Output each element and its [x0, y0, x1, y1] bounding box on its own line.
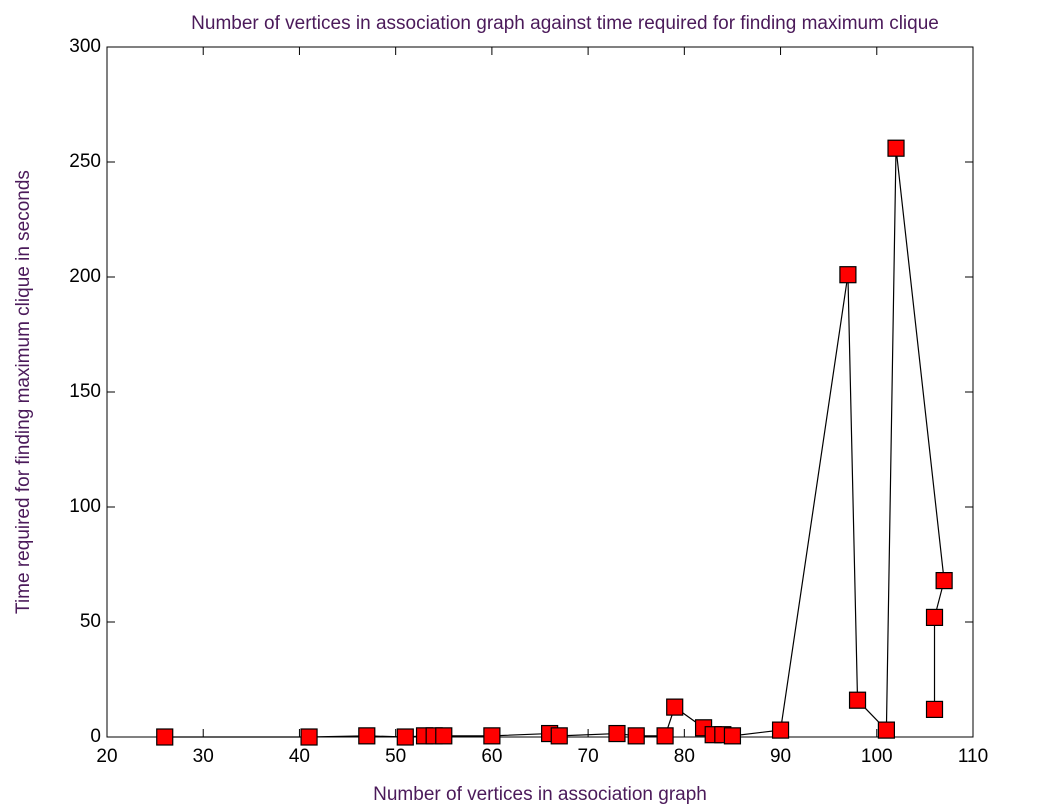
- x-tick-label: 40: [289, 746, 310, 767]
- marker: [877, 721, 896, 739]
- marker: [608, 724, 626, 743]
- y-tick-label: 100: [69, 496, 101, 517]
- x-tick-label: 90: [770, 746, 791, 767]
- marker: [483, 727, 501, 745]
- y-tick-label: 150: [69, 381, 101, 402]
- marker: [887, 139, 905, 157]
- marker: [550, 727, 568, 745]
- x-tick-label: 80: [674, 746, 695, 767]
- marker: [848, 691, 867, 709]
- marker: [396, 728, 414, 746]
- marker: [925, 700, 944, 719]
- y-tick-label: 250: [69, 151, 101, 172]
- x-tick-label: 70: [578, 746, 599, 767]
- marker: [627, 727, 645, 745]
- x-tick-label: 110: [958, 746, 988, 767]
- x-tick-label: 30: [193, 746, 214, 767]
- y-tick-label: 50: [80, 611, 101, 632]
- chart-title: Number of vertices in association graph …: [191, 13, 939, 34]
- marker: [358, 727, 376, 745]
- marker: [156, 728, 174, 746]
- x-tick-label: 100: [861, 746, 893, 767]
- marker: [656, 727, 674, 745]
- marker: [771, 721, 790, 739]
- marker: [925, 608, 944, 627]
- y-axis-label: Time required for finding maximum clique…: [13, 170, 34, 614]
- plot-frame: [106, 46, 974, 738]
- x-axis-label: Number of vertices in association graph: [373, 784, 707, 805]
- x-tick-label: 50: [385, 746, 406, 767]
- marker: [935, 571, 953, 590]
- marker: [666, 698, 684, 716]
- marker: [723, 727, 742, 745]
- x-tick-label: 20: [96, 746, 117, 767]
- marker: [435, 727, 453, 745]
- y-tick-label: 0: [90, 726, 101, 747]
- marker: [839, 266, 857, 284]
- marker: [300, 728, 318, 746]
- y-tick-label: 300: [69, 36, 101, 57]
- y-tick-label: 200: [69, 266, 101, 287]
- x-tick-label: 60: [481, 746, 502, 767]
